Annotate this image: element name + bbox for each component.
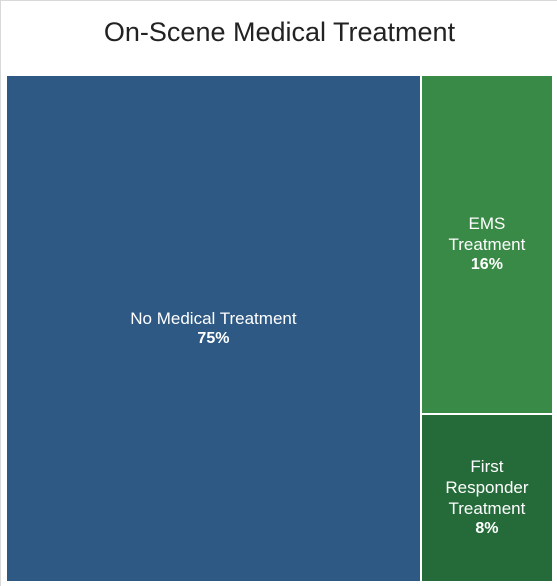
value-label: 75% [197,330,230,347]
treemap-cell: No Medical Treatment 75% [7,76,420,581]
chart-title: On-Scene Medical Treatment [103,17,456,47]
value-label: 8% [475,520,499,538]
cell-label: No Medical Treatment [130,309,297,328]
treemap-cell: EMS Treatment 16% [421,76,552,413]
treemap-cell: First Responder Treatment 8% [421,414,552,581]
cell-label: EMS Treatment [448,214,526,255]
value-label: 16% [470,256,503,274]
treemap: No Medical Treatment 75% EMS Treatment 16% F… [7,76,552,581]
cell-label: First Responder Treatment [445,457,529,519]
